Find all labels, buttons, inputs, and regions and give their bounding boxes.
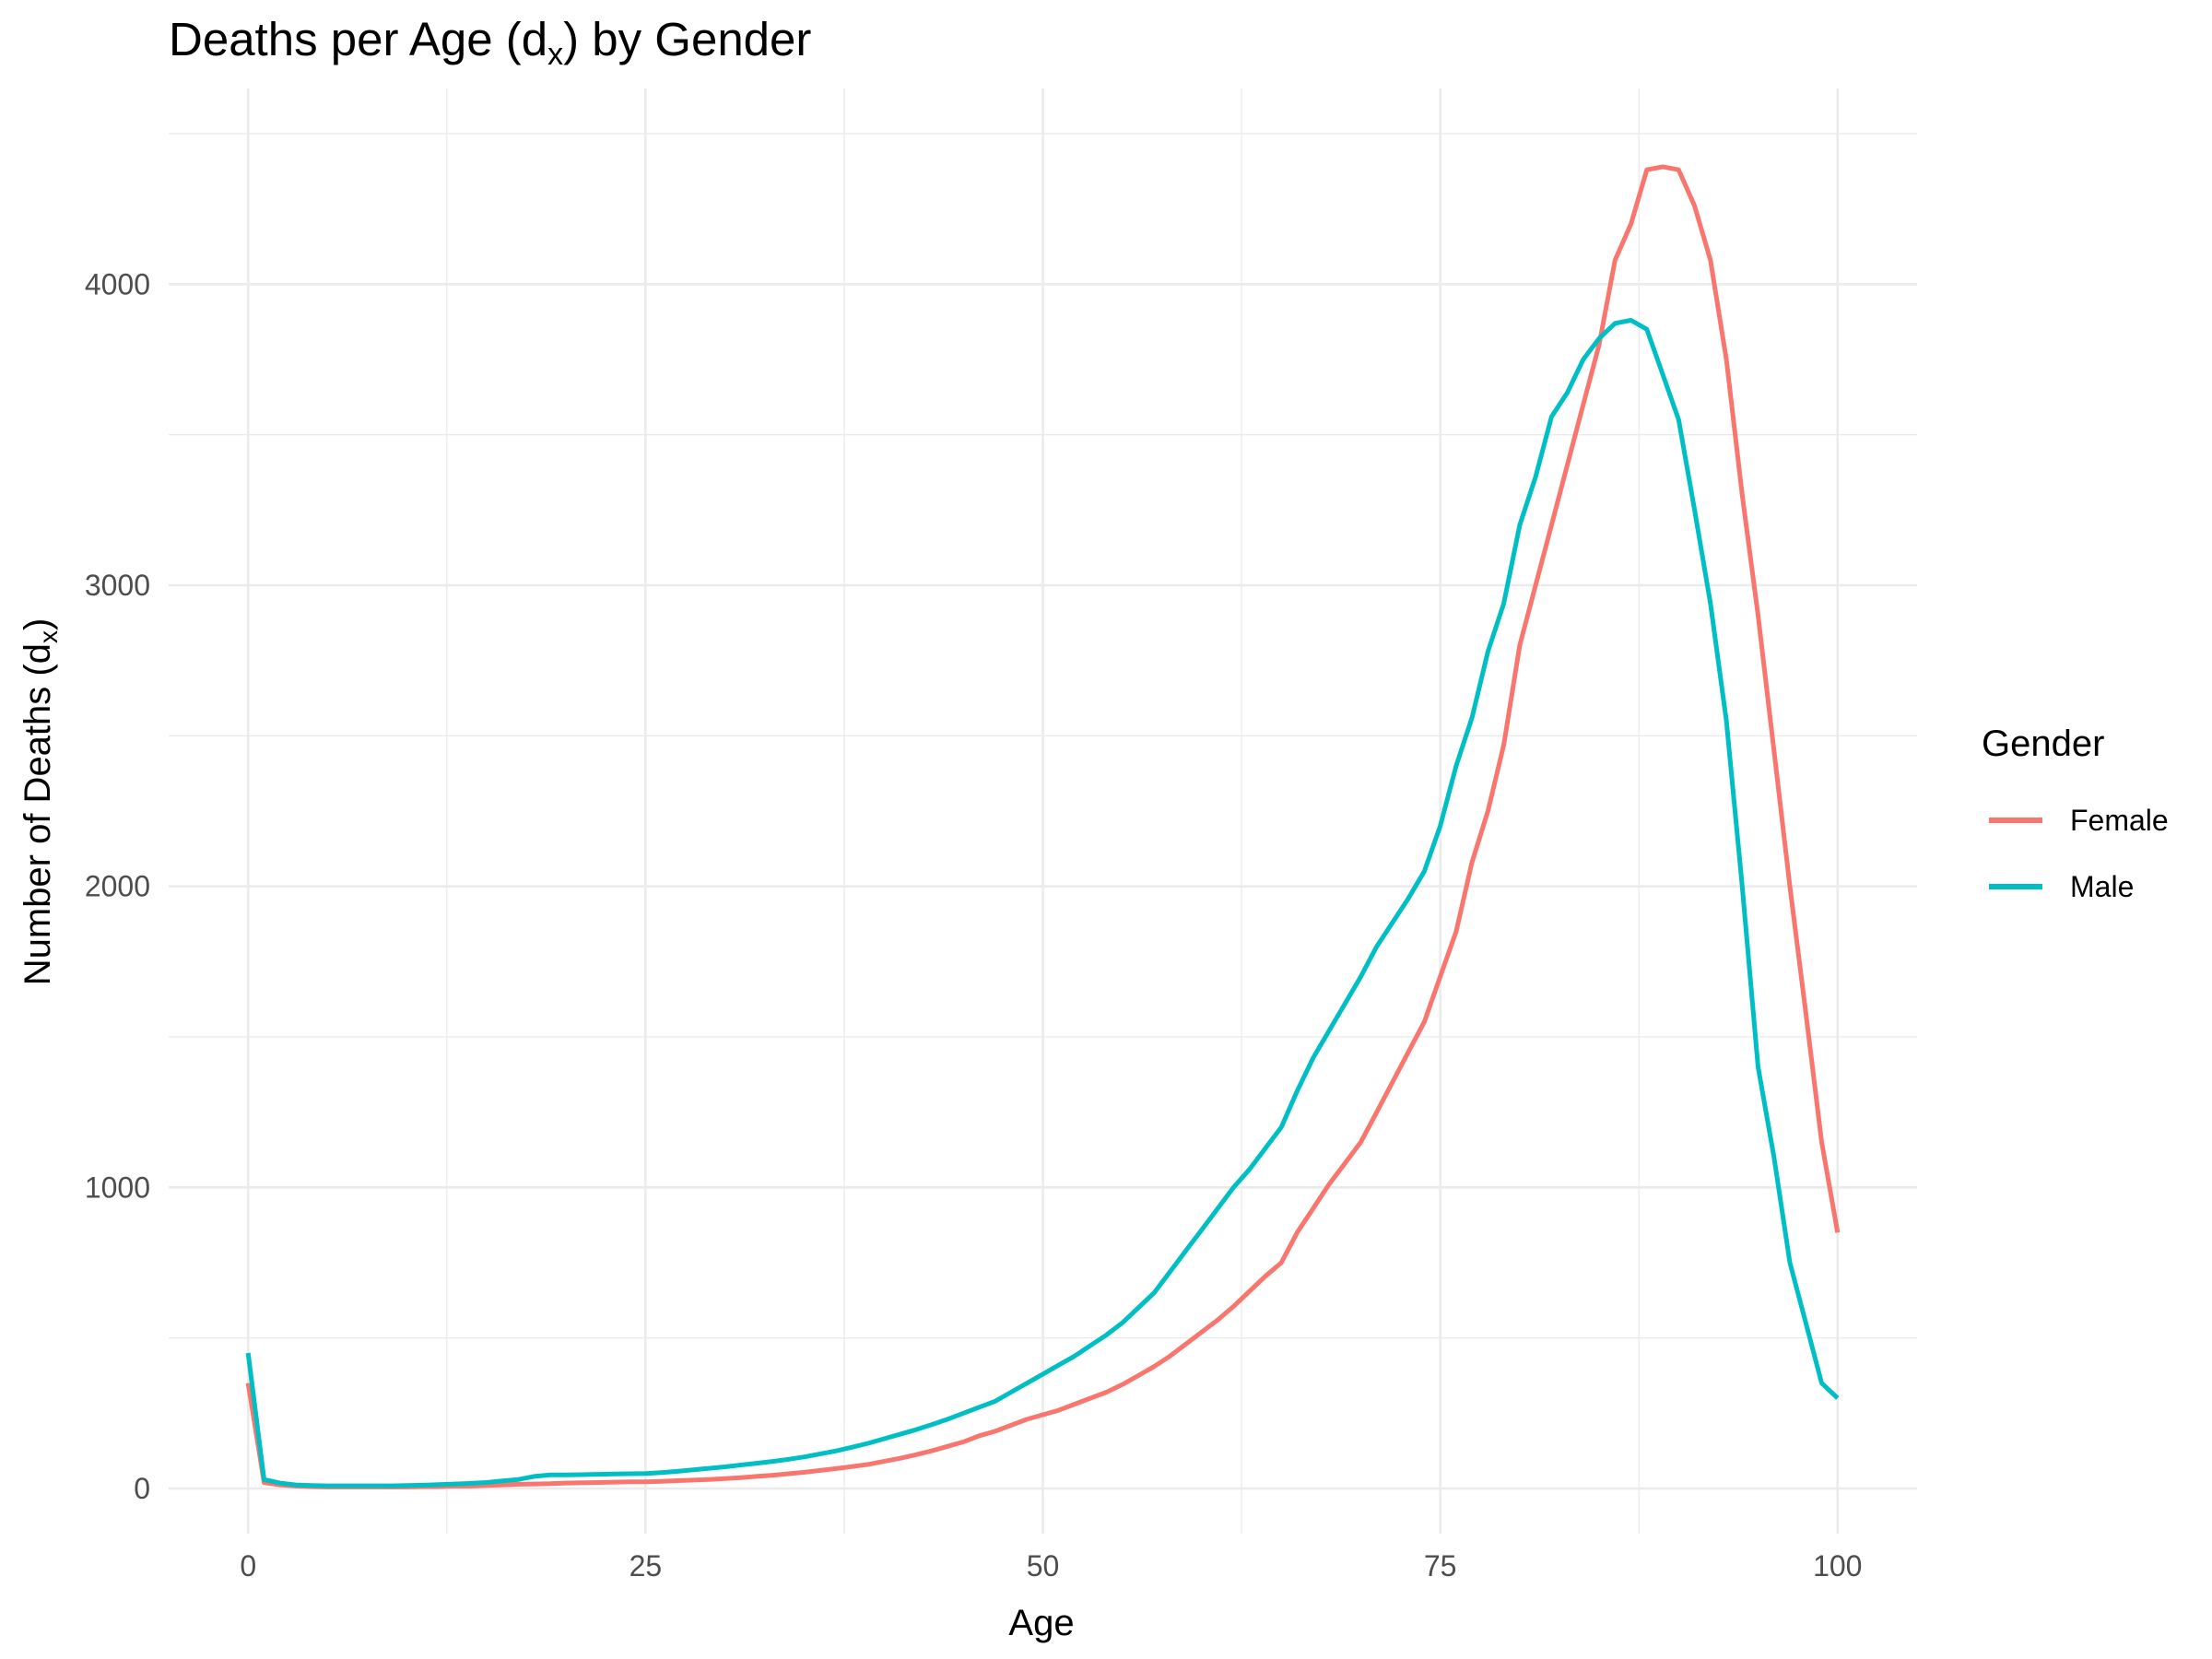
x-tick-label: 50 [1027,1549,1060,1583]
x-tick-label: 75 [1424,1549,1457,1583]
series-line-female [245,164,1841,1489]
y-tick-label: 4000 [85,267,150,300]
legend: Gender Female Male [1982,724,2169,903]
y-tick-label: 0 [134,1472,150,1505]
y-tick-label: 3000 [85,569,150,602]
legend-label-female: Female [2070,804,2169,837]
x-tick-labels: 0 25 50 75 100 [240,1549,1862,1583]
legend-items: Female Male [1989,804,2169,903]
series-line-male [245,318,1840,1488]
y-tick-label: 1000 [85,1171,150,1204]
chart-title: Deaths per Age (dx) by Gender [169,13,811,72]
x-tick-label: 100 [1813,1549,1862,1583]
legend-label-male: Male [2070,870,2134,903]
y-tick-label: 2000 [85,870,150,903]
x-tick-label: 0 [240,1549,256,1583]
y-axis-title: Number of Deaths (dx) [18,618,63,986]
legend-title: Gender [1982,724,2104,764]
x-axis-title: Age [1008,1603,1074,1643]
grid-lines [169,88,1917,1534]
series-lines [245,164,1841,1489]
x-tick-label: 25 [629,1549,663,1583]
y-tick-labels: 0 1000 2000 3000 4000 [85,267,150,1505]
